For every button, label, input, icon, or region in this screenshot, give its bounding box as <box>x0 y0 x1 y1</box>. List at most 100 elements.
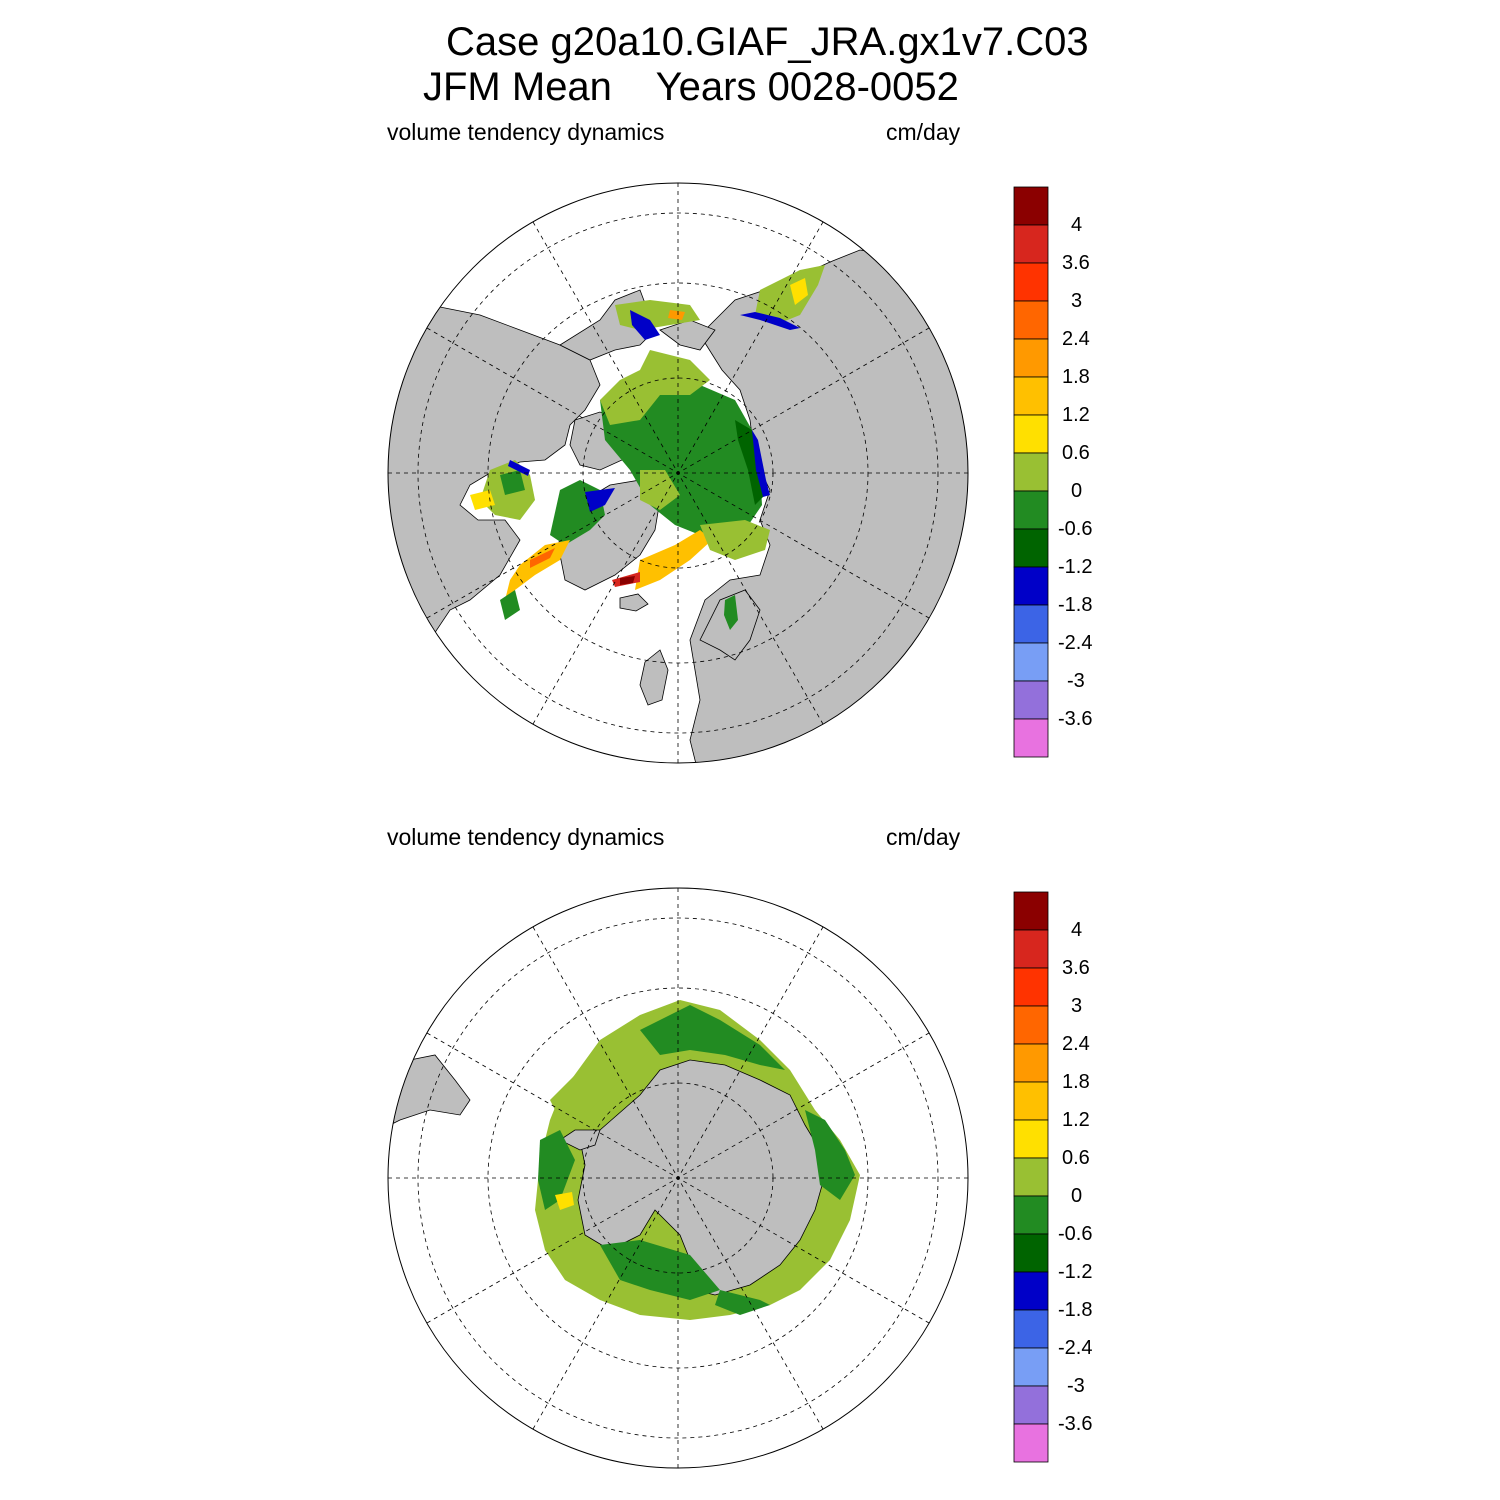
north-ice-hudson-blue <box>508 460 530 476</box>
north-colorbar-box <box>1013 262 1049 302</box>
title-line-1: Case g20a10.GIAF_JRA.gx1v7.C03 <box>446 20 1089 64</box>
north-units-label: cm/day <box>886 119 961 145</box>
south-colorbar-box <box>1013 1195 1049 1235</box>
north-colorbar-label: 0 <box>1071 480 1083 502</box>
north-colorbar-box <box>1013 414 1049 454</box>
north-ice-east-siberian-edge <box>735 420 765 505</box>
north-ice-bering-blue <box>630 310 660 340</box>
south-variable-label: volume tendency dynamics <box>387 824 665 850</box>
south-ice-yellow-patch <box>555 1192 574 1210</box>
north-colorbar-box <box>1013 604 1049 644</box>
south-colorbar-label: -1.2 <box>1058 1261 1093 1283</box>
south-colorbar-box <box>1013 929 1049 969</box>
north-colorbar-label: -3 <box>1067 670 1085 692</box>
north-polar-map <box>387 182 969 764</box>
north-ice-labrador-yellow <box>505 540 570 600</box>
south-colorbar <box>1013 891 1049 1463</box>
south-colorbar-box <box>1013 1119 1049 1159</box>
south-colorbar-label: 0.6 <box>1062 1147 1090 1169</box>
north-ice-greenland-sea <box>635 530 712 590</box>
north-colorbar-label: -3.6 <box>1058 708 1093 730</box>
south-colorbar-box <box>1013 1309 1049 1349</box>
south-colorbar-box <box>1013 1271 1049 1311</box>
south-colorbar-label: 4 <box>1071 919 1083 941</box>
south-colorbar-box <box>1013 967 1049 1007</box>
south-colorbar-box <box>1013 1423 1049 1463</box>
north-colorbar-label: -1.2 <box>1058 556 1093 578</box>
north-colorbar-label: 1.2 <box>1062 404 1090 426</box>
north-land-iceland <box>619 593 649 612</box>
south-colorbar-label: -1.8 <box>1058 1299 1093 1321</box>
north-ice-baltic <box>724 595 738 630</box>
south-ice-dark-band-3 <box>600 1240 720 1300</box>
north-colorbar-label: 3.6 <box>1062 252 1090 274</box>
north-ice-light-patch <box>640 470 680 510</box>
south-colorbar-box <box>1013 891 1049 931</box>
north-colorbar-box <box>1013 452 1049 492</box>
south-units-label: cm/day <box>886 824 961 850</box>
north-colorbar-label: 3 <box>1071 290 1083 312</box>
south-colorbar-label: 1.8 <box>1062 1071 1090 1093</box>
south-colorbar-label: 0 <box>1071 1185 1083 1207</box>
south-land-antarctica <box>577 1059 826 1296</box>
north-colorbar-box <box>1013 528 1049 568</box>
north-ice-labrador-green <box>500 590 520 620</box>
north-ice-greenland-sea-darkred <box>620 576 635 585</box>
north-colorbar-label: -2.4 <box>1058 632 1093 654</box>
north-ice-okhotsk-blue <box>740 312 800 330</box>
south-graticule <box>388 888 968 1468</box>
north-ice-baffin-blue <box>585 488 615 512</box>
south-ice-weddell <box>550 1010 660 1120</box>
north-ice-barents <box>700 520 770 560</box>
south-ice-dark-band-1 <box>640 1005 785 1070</box>
north-colorbar-label: 4 <box>1071 214 1083 236</box>
south-colorbar-box <box>1013 1347 1049 1387</box>
south-colorbar-label: -0.6 <box>1058 1223 1093 1245</box>
north-ice-hudson-green <box>500 470 525 495</box>
north-colorbar-label: -0.6 <box>1058 518 1093 540</box>
north-colorbar-box <box>1013 680 1049 720</box>
north-colorbar-box <box>1013 224 1049 264</box>
south-colorbar-label: -3.6 <box>1058 1413 1093 1435</box>
south-colorbar-label: 3 <box>1071 995 1083 1017</box>
south-ice-dark-band-4 <box>538 1130 575 1210</box>
north-colorbar-box <box>1013 718 1049 758</box>
south-land-peninsula <box>559 1129 601 1151</box>
north-ice-hudson-yellow <box>470 490 495 510</box>
south-colorbar-box <box>1013 1157 1049 1197</box>
north-colorbar-box <box>1013 642 1049 682</box>
north-ice-bering-orange <box>668 310 685 320</box>
north-land-british-isles <box>639 649 669 706</box>
north-ice-labrador-orange <box>530 548 555 568</box>
north-ice-central-arctic <box>600 385 762 535</box>
north-colorbar-box <box>1013 300 1049 340</box>
north-colorbar <box>1013 186 1049 758</box>
south-colorbar-box <box>1013 1043 1049 1083</box>
south-polar-map <box>387 887 969 1469</box>
north-colorbar-box <box>1013 376 1049 416</box>
north-ice-blue-edge <box>752 430 770 497</box>
north-variable-label: volume tendency dynamics <box>387 119 665 145</box>
south-ice-dark-band-5 <box>715 1290 770 1315</box>
north-colorbar-box <box>1013 490 1049 530</box>
south-colorbar-box <box>1013 1233 1049 1273</box>
north-ice-okhotsk-yellow <box>790 278 808 305</box>
north-colorbar-box <box>1013 186 1049 226</box>
south-colorbar-box <box>1013 1005 1049 1045</box>
north-colorbar-label: 1.8 <box>1062 366 1090 388</box>
north-colorbar-label: -1.8 <box>1058 594 1093 616</box>
south-colorbar-label: 1.2 <box>1062 1109 1090 1131</box>
north-colorbar-label: 0.6 <box>1062 442 1090 464</box>
south-ice-dark-band-2 <box>805 1110 855 1200</box>
south-colorbar-box <box>1013 1081 1049 1121</box>
north-ice-light-fringe <box>600 350 710 425</box>
north-colorbar-label: 2.4 <box>1062 328 1090 350</box>
title-line-2: JFM Mean Years 0028-0052 <box>423 65 959 109</box>
south-colorbar-label: 2.4 <box>1062 1033 1090 1055</box>
north-colorbar-box <box>1013 338 1049 378</box>
south-colorbar-box <box>1013 1385 1049 1425</box>
south-colorbar-label: 3.6 <box>1062 957 1090 979</box>
north-colorbar-box <box>1013 566 1049 606</box>
north-ice-okhotsk <box>755 265 825 325</box>
